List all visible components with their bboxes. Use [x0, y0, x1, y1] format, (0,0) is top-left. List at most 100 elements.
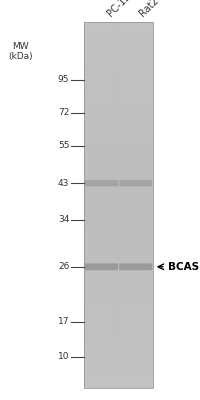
Bar	[84, 216, 152, 220]
Bar	[84, 241, 152, 245]
Bar	[84, 344, 152, 348]
Bar	[84, 230, 152, 234]
Bar	[84, 142, 152, 146]
Bar	[84, 132, 152, 136]
Bar	[84, 208, 152, 212]
Bar	[84, 351, 152, 355]
FancyBboxPatch shape	[118, 263, 152, 270]
Bar	[84, 88, 152, 92]
Bar	[84, 29, 152, 33]
Text: 95: 95	[58, 76, 69, 84]
Bar	[84, 146, 152, 150]
Text: 26: 26	[58, 262, 69, 271]
Bar	[84, 106, 152, 110]
Bar	[84, 304, 152, 308]
Bar	[84, 322, 152, 326]
Bar	[84, 248, 152, 252]
Bar	[84, 54, 152, 59]
Text: 17: 17	[58, 318, 69, 326]
Bar	[84, 333, 152, 337]
Bar	[84, 267, 152, 271]
Bar	[84, 245, 152, 249]
Bar	[84, 175, 152, 179]
Bar	[84, 201, 152, 205]
Bar	[84, 183, 152, 187]
Bar	[84, 186, 152, 190]
Bar	[84, 256, 152, 260]
Bar	[84, 124, 152, 128]
Bar	[84, 325, 152, 330]
Bar	[84, 47, 152, 51]
Bar	[84, 36, 152, 40]
Bar	[84, 223, 152, 227]
Bar	[84, 278, 152, 282]
Bar	[84, 263, 152, 267]
Bar	[84, 358, 152, 362]
Bar	[84, 179, 152, 183]
Bar	[84, 300, 152, 304]
Text: 10: 10	[58, 352, 69, 361]
Bar	[84, 62, 152, 66]
Bar	[84, 252, 152, 256]
Bar	[84, 226, 152, 231]
Bar	[84, 135, 152, 139]
Bar	[84, 274, 152, 278]
Bar	[84, 102, 152, 106]
Bar	[84, 329, 152, 333]
Bar	[84, 384, 152, 388]
Bar	[84, 95, 152, 99]
Bar	[84, 311, 152, 315]
Bar	[84, 380, 152, 384]
Bar	[84, 113, 152, 117]
Text: 72: 72	[58, 108, 69, 117]
Text: PC-12: PC-12	[105, 0, 132, 18]
Bar	[84, 197, 152, 201]
Bar	[84, 296, 152, 300]
Bar	[84, 91, 152, 95]
Bar	[84, 66, 152, 70]
Bar	[84, 84, 152, 88]
Bar	[84, 270, 152, 274]
Bar	[84, 117, 152, 121]
FancyBboxPatch shape	[84, 180, 118, 186]
Bar	[84, 22, 152, 26]
Bar	[84, 150, 152, 154]
Bar	[84, 347, 152, 351]
Bar	[84, 32, 152, 37]
Bar	[84, 289, 152, 293]
Bar	[84, 51, 152, 55]
Bar	[84, 76, 152, 80]
Bar	[84, 153, 152, 158]
Text: BCAS2: BCAS2	[167, 262, 200, 272]
Bar	[84, 58, 152, 62]
Bar	[84, 369, 152, 373]
Text: 34: 34	[58, 216, 69, 224]
Bar	[84, 205, 152, 209]
Bar	[84, 292, 152, 296]
Bar	[84, 110, 152, 114]
Bar	[84, 69, 152, 73]
Bar	[84, 355, 152, 359]
Bar	[84, 238, 152, 242]
Bar	[84, 25, 152, 29]
Bar	[84, 318, 152, 322]
Bar	[84, 80, 152, 84]
Bar	[84, 373, 152, 377]
Bar	[84, 362, 152, 366]
Bar	[84, 260, 152, 264]
Bar	[84, 314, 152, 318]
Bar	[84, 212, 152, 216]
Bar	[84, 22, 152, 388]
Bar	[84, 73, 152, 77]
Bar	[84, 285, 152, 289]
Bar	[84, 194, 152, 198]
Bar	[84, 128, 152, 132]
Bar	[84, 168, 152, 172]
Bar	[84, 340, 152, 344]
Bar	[84, 172, 152, 176]
Bar	[84, 336, 152, 340]
Bar	[84, 307, 152, 311]
Bar	[84, 219, 152, 223]
Bar	[84, 139, 152, 143]
Text: 43: 43	[58, 179, 69, 188]
